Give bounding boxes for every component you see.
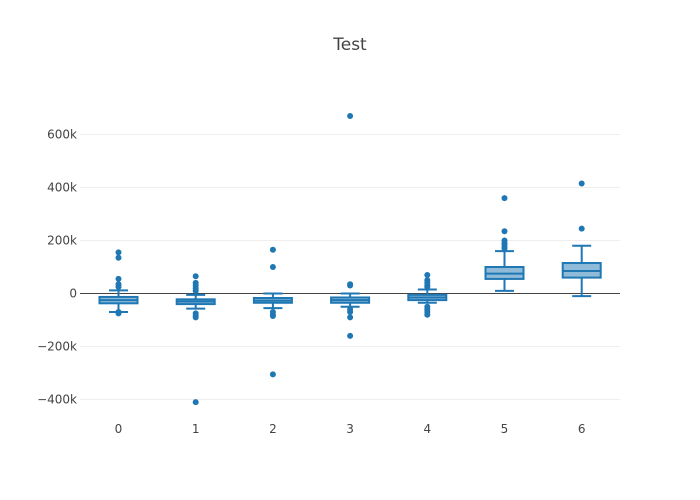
x-tick-label: 6 [578,422,586,436]
outlier-point [501,195,508,202]
y-tick-label: 0 [69,287,77,301]
outlier-point [347,112,354,119]
outlier-point [115,275,122,282]
box-2 [252,246,293,378]
outlier-point [347,332,354,339]
y-tick-label: 600k [47,128,77,142]
outlier-point [347,309,354,316]
outlier-point [269,313,276,320]
outlier-point [269,264,276,270]
outlier-point [192,287,199,294]
outlier-point [192,399,199,406]
outlier-point [578,180,585,187]
box-5 [484,195,525,292]
outlier-point [115,283,122,290]
y-tick-label: 400k [47,181,77,195]
outlier-point [192,273,199,280]
outlier-point [115,310,122,317]
outlier-point [115,249,122,256]
outlier-point [501,245,508,252]
outlier-point [269,246,276,253]
outlier-point [501,228,508,235]
outlier-point [347,314,354,321]
box-3 [330,112,371,339]
outlier-point [424,283,431,290]
outlier-point [115,254,122,261]
y-tick-label: −400k [37,393,77,407]
x-tick-label: 4 [423,422,431,436]
chart-title: Test [332,35,367,55]
x-tick-label: 5 [501,422,509,436]
box-series [98,112,602,406]
x-tick-label: 0 [115,422,123,436]
y-axis-ticks: −400k −200k 0 200k 400k 600k [37,128,77,407]
x-tick-label: 1 [192,422,200,436]
box-4 [407,271,448,318]
outlier-point [424,311,431,318]
x-tick-label: 2 [269,422,277,436]
box-6 [561,180,602,298]
outlier-point [424,271,431,278]
outlier-point [347,282,354,289]
box-0 [98,249,139,317]
x-axis-ticks: 0 1 2 3 4 5 6 [115,422,586,436]
outlier-point [269,371,276,378]
outlier-point [192,314,199,321]
box-1 [175,273,216,406]
x-tick-label: 3 [346,422,354,436]
outlier-point [578,225,585,232]
y-tick-label: −200k [37,340,77,354]
y-tick-label: 200k [47,234,77,248]
grid-lines [80,134,620,400]
